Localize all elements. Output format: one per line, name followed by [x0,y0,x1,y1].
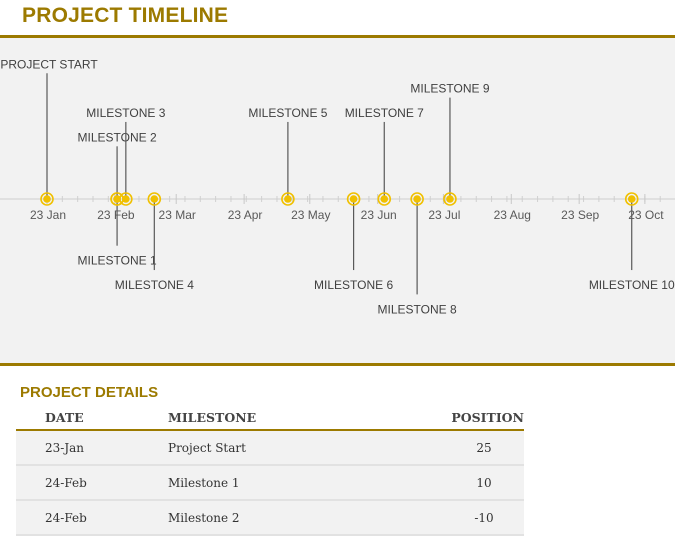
milestone-marker-ring [346,192,361,206]
col-milestone: MILESTONE [168,405,444,431]
milestone-label: MILESTONE 8 [378,302,457,316]
milestone-marker [627,195,636,203]
table-row[interactable]: 23-Jan Project Start 25 [16,430,524,466]
milestone-label: MILESTONE 3 [86,106,165,120]
cell-date: 23-Jan [16,430,168,466]
axis-tick-label: 23 Jul [428,208,460,222]
milestone-marker-ring [40,192,54,206]
milestone-marker [349,195,358,203]
cell-position: 10 [444,465,524,501]
milestone-label: MILESTONE 10 [589,278,675,292]
milestone-label: PROJECT START [0,57,98,71]
details-table: DATE MILESTONE POSITION 23-Jan Project St… [16,405,524,536]
cell-date: 24-Feb [16,465,168,501]
milestone-label: MILESTONE 5 [248,106,327,120]
axis-tick-label: 23 Aug [494,208,531,222]
title-divider [0,35,675,38]
cell-milestone: Project Start [168,430,444,466]
milestone-marker [284,195,292,203]
timeline-chart-area: 23 Jan 23 Feb 23 Mar 23 Apr 23 May 23 Jun 23 J… [0,38,675,363]
milestone-label: MILESTONE 4 [115,278,194,292]
timeline-chart: 23 Jan 23 Feb 23 Mar 23 Apr 23 May 23 Jun 23 J… [0,57,675,316]
col-date: DATE [16,405,168,431]
milestone-marker [150,195,159,203]
axis-tick-label: 23 Jun [361,208,397,222]
table-row[interactable]: 24-Feb Milestone 1 10 [16,465,524,501]
milestone-label: MILESTONE 7 [345,106,424,120]
milestone-marker [446,195,454,203]
milestone-marker-ring [377,192,392,206]
cell-position: -10 [444,500,524,536]
milestone-marker-ring [443,192,457,206]
milestone-marker [43,195,51,203]
axis-tick-label: 23 Apr [228,208,263,222]
axis-tick-label: 23 Sep [561,208,599,222]
axis-tick-label: 23 Oct [628,208,664,222]
milestone-marker [413,195,421,203]
milestone-marker-ring [119,192,133,206]
table-row[interactable]: 24-Feb Milestone 2 -10 [16,500,524,536]
cell-position: 25 [444,430,524,466]
milestone-marker-ring [281,192,295,206]
milestone-label: MILESTONE 1 [78,254,157,268]
cell-date: 24-Feb [16,500,168,536]
section-divider [0,363,675,366]
axis-tick-label: 23 Feb [97,208,135,222]
axis-tick-label: 23 May [291,208,330,222]
milestone-marker [380,195,389,203]
milestone-marker-ring [147,192,162,206]
cell-milestone: Milestone 1 [168,465,444,501]
milestone-marker-ring [624,192,639,206]
page-title: PROJECT TIMELINE [22,4,229,27]
col-position: POSITION [444,405,524,431]
axis-tick-label: 23 Mar [159,208,196,222]
milestone-marker [113,195,121,203]
cell-milestone: Milestone 2 [168,500,444,536]
milestone-label: MILESTONE 2 [78,130,157,144]
milestone-marker [122,195,130,203]
milestone-label: MILESTONE 9 [410,82,489,96]
details-title: PROJECT DETAILS [20,384,159,401]
milestone-label: MILESTONE 6 [314,278,393,292]
axis-tick-label: 23 Jan [30,208,66,222]
milestone-marker-ring [410,192,424,206]
